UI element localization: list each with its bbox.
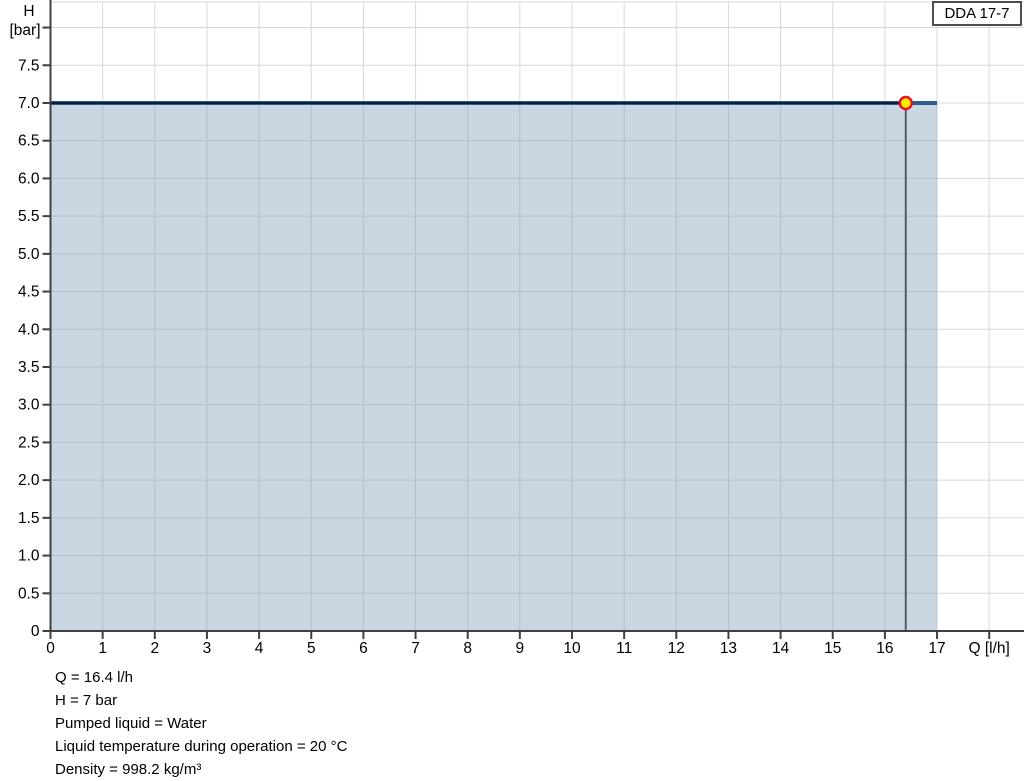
info-line-head: H = 7 bar	[55, 692, 118, 709]
legend-label: DDA 17-7	[944, 5, 1010, 22]
x-axis-unit: Q [l/h]	[969, 640, 1010, 657]
y-tick-label: 6.0	[18, 170, 40, 187]
x-tick-label: 10	[563, 640, 581, 657]
y-axis-unit-h: H	[23, 3, 34, 20]
y-tick-label: 2.0	[18, 472, 40, 489]
pump-performance-chart: 0 1 2 3 4 5 6 7 8 9 10 11 12 13 14 15 16 1700.51.01.52.02…	[9, 0, 1024, 657]
x-tick-label: 3	[203, 640, 212, 657]
y-tick-label: 5.0	[18, 246, 40, 263]
y-tick-label: 3.5	[18, 359, 40, 376]
x-tick-label: 6	[359, 640, 368, 657]
legend-box: DDA 17-7	[932, 1, 1022, 26]
y-tick-label: 2.5	[18, 434, 40, 451]
info-line-pumped-liquid: Pumped liquid = Water	[55, 715, 207, 732]
x-tick-label: 7	[411, 640, 420, 657]
x-tick-label: 9	[516, 640, 525, 657]
x-tick-label: 1	[98, 640, 107, 657]
y-tick-label: 5.5	[18, 208, 40, 225]
x-tick-label: 4	[255, 640, 264, 657]
x-tick-label: 17	[928, 640, 945, 657]
y-tick-label: 0.5	[18, 585, 40, 602]
x-tick-label: 0	[46, 640, 55, 657]
info-line-liquid-temperature: Liquid temperature during operation = 20…	[55, 738, 348, 755]
x-tick-label: 13	[720, 640, 737, 657]
x-tick-label: 14	[772, 640, 790, 657]
info-line-flow: Q = 16.4 l/h	[55, 669, 133, 686]
x-tick-label: 15	[824, 640, 841, 657]
operating-point-marker	[898, 95, 914, 111]
y-tick-label: 3.0	[18, 397, 40, 414]
x-tick-label: 8	[463, 640, 472, 657]
y-tick-label: 7.5	[18, 57, 40, 74]
performance-area-fill	[50, 102, 938, 632]
y-axis-unit-bar: [bar]	[9, 22, 40, 39]
info-line-density: Density = 998.2 kg/m³	[55, 761, 202, 778]
pump-performance-chart-area: 0 1 2 3 4 5 6 7 8 9 10 11 12 13 14 15 16 17 0 0.5 1.0 1.5 2.0 2…	[9, 0, 1024, 657]
y-tick-label: 4.5	[18, 284, 40, 301]
y-tick-label: 4.0	[18, 321, 40, 338]
x-tick-label: 2	[150, 640, 159, 657]
y-tick-label: 1.5	[18, 510, 40, 527]
y-tick-label: 6.5	[18, 133, 40, 150]
x-tick-label: 11	[616, 640, 632, 657]
x-tick-label: 5	[307, 640, 316, 657]
x-tick-label: 16	[876, 640, 893, 657]
y-tick-label: 7.0	[18, 95, 40, 112]
y-tick-label: 0	[31, 623, 40, 640]
y-tick-label: 1.0	[18, 548, 40, 565]
duty-point-info-block: Q = 16.4 l/h H = 7 bar Pumped liquid = W…	[55, 666, 347, 781]
x-tick-label: 12	[668, 640, 685, 657]
